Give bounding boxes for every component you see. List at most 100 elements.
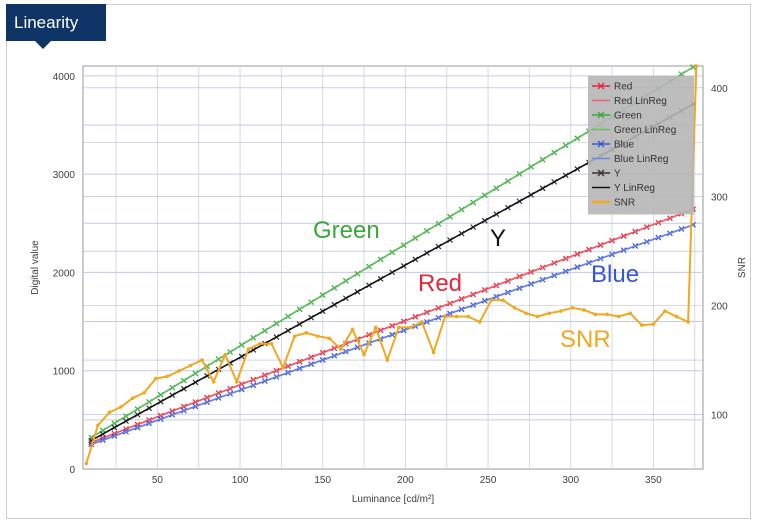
series-snr-point — [362, 352, 366, 357]
annotation-green: Green — [313, 217, 380, 244]
series-snr-point — [119, 405, 123, 409]
series-snr-point — [84, 461, 89, 466]
series-snr-point — [234, 380, 239, 384]
x-tick-label: 150 — [314, 475, 331, 486]
annotation-snr: SNR — [560, 326, 611, 353]
series-snr-point — [258, 341, 262, 346]
legend-entry-label: Y — [614, 169, 621, 180]
series-snr-point — [339, 347, 343, 351]
y2-tick-label: 300 — [711, 193, 728, 204]
legend-marker — [597, 140, 605, 148]
series-snr-point — [385, 358, 390, 362]
x-tick-label: 100 — [232, 475, 249, 486]
y-tick-label: 2000 — [53, 268, 76, 279]
y2-tick-label: 200 — [711, 302, 728, 313]
y-tick-label: 3000 — [53, 170, 76, 181]
series-snr-point — [107, 410, 112, 415]
y-tick-label: 0 — [69, 465, 75, 476]
series-snr-point — [315, 334, 320, 338]
series-annotations: Green Y Red Blue SNR — [313, 217, 639, 353]
legend-marker — [597, 169, 605, 177]
series-snr-point — [350, 327, 355, 332]
y-tick-label: 4000 — [53, 72, 76, 83]
series-snr-point — [605, 312, 609, 317]
panel-title: Linearity — [6, 4, 106, 41]
x-tick-label: 250 — [480, 475, 497, 486]
series-snr-point — [663, 309, 667, 313]
series-snr-point — [640, 323, 644, 328]
series-snr-point — [420, 320, 424, 324]
y-axis-label: Digital value — [30, 240, 41, 295]
series-snr-point — [200, 358, 204, 362]
series-snr-point — [223, 352, 227, 357]
y2-tick-label: 400 — [711, 84, 728, 95]
series-snr-point — [694, 64, 699, 68]
series-snr-point — [165, 374, 170, 379]
series-snr-point — [628, 311, 633, 316]
series-blue-linreg-line — [91, 223, 695, 445]
series-snr-point — [559, 309, 563, 313]
series-snr-point — [674, 314, 679, 319]
series-snr-point — [327, 336, 332, 341]
legend-marker — [597, 82, 605, 90]
series-snr-point — [153, 376, 158, 381]
series-snr-point — [142, 390, 146, 395]
series-snr-point — [651, 322, 656, 326]
series-snr-point — [501, 298, 505, 302]
series-snr-point — [246, 347, 251, 351]
series-snr-point — [512, 306, 517, 310]
series-red-linreg-line — [91, 207, 695, 444]
series-snr-point — [443, 314, 447, 319]
series-snr-point — [269, 341, 274, 346]
y-tick-label: 1000 — [53, 367, 76, 378]
series-snr-point — [373, 325, 378, 330]
legend-entry-label: Green LinReg — [614, 125, 676, 136]
panel-title-notch — [35, 41, 51, 49]
series-snr-point — [547, 311, 552, 316]
series-snr-point — [466, 314, 471, 319]
x-tick-label: 300 — [562, 475, 579, 486]
series-snr-point — [570, 306, 575, 310]
series-snr-line — [85, 65, 698, 464]
series-snr-point — [396, 325, 401, 330]
annotation-blue: Blue — [591, 261, 639, 288]
legend-entry-label: Y LinReg — [614, 183, 655, 194]
y2-axis-label: SNR — [737, 257, 748, 278]
series-snr-point — [188, 363, 193, 368]
legend-entry-label: Red — [614, 82, 632, 93]
series-snr-point — [593, 312, 598, 317]
series-snr-point — [408, 325, 413, 330]
x-axis-label: Luminance [cd/m²] — [352, 494, 434, 505]
series-snr-point — [304, 331, 309, 335]
x-tick-label: 350 — [645, 475, 662, 486]
series-snr-point — [177, 369, 181, 373]
series-snr-point — [524, 311, 528, 316]
legend-entry-label: Green — [614, 111, 642, 122]
series-snr-point — [431, 350, 436, 355]
annotation-red: Red — [418, 270, 462, 297]
series-snr-point — [211, 380, 216, 384]
legend-box — [588, 76, 694, 215]
series-snr-point — [489, 298, 494, 302]
series-snr-point — [686, 320, 690, 324]
series-snr-point — [582, 308, 586, 312]
axis-ticks: 50 100 150 200 250 300 350 0 1000 2000 3000 4000 100… — [53, 72, 728, 486]
y2-tick-label: 100 — [711, 411, 728, 422]
series-snr-point — [478, 320, 482, 324]
series-snr-point — [130, 396, 135, 401]
series-snr-point — [292, 334, 297, 338]
legend-entry-label: Red LinReg — [614, 96, 667, 107]
legend: Red Red LinReg Green Green LinReg Blue Blue L… — [588, 76, 694, 215]
legend-marker — [597, 111, 605, 119]
legend-entry-label: Blue LinReg — [614, 154, 668, 165]
legend-entry-label: SNR — [614, 198, 635, 209]
x-tick-label: 50 — [152, 475, 164, 486]
x-tick-label: 200 — [397, 475, 414, 486]
series-snr-point — [616, 314, 621, 319]
legend-entry-label: Blue — [614, 140, 634, 151]
series-snr-point — [281, 365, 285, 370]
series-snr-point — [454, 314, 459, 319]
series-snr-point — [96, 423, 100, 428]
annotation-y: Y — [490, 225, 506, 252]
